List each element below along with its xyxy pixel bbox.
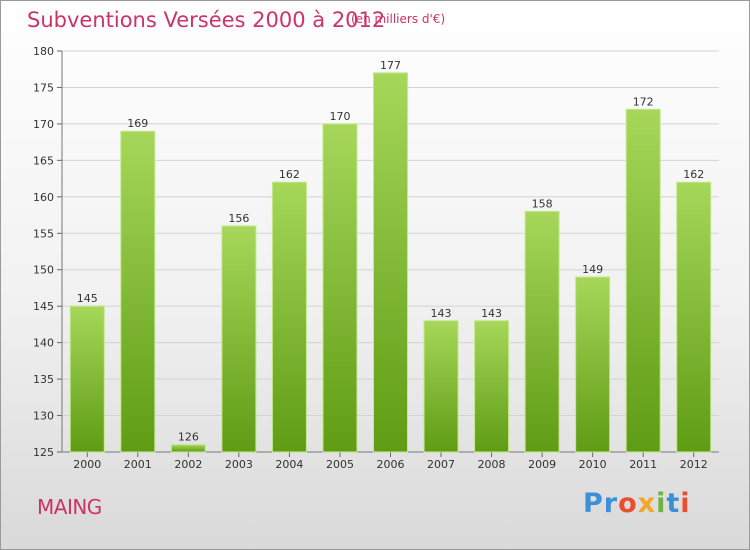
x-tick-label: 2000 xyxy=(73,458,101,471)
x-tick-label: 2012 xyxy=(680,458,708,471)
x-tick-label: 2006 xyxy=(377,458,405,471)
bar-2007 xyxy=(423,320,459,453)
bar-2005 xyxy=(322,123,358,453)
logo-letter: t xyxy=(666,488,681,519)
data-label: 162 xyxy=(279,168,300,181)
data-label: 170 xyxy=(329,110,350,123)
bar-2008 xyxy=(474,320,510,453)
data-label: 177 xyxy=(380,59,401,72)
y-tick-label: 165 xyxy=(33,154,54,167)
city-name: MAING xyxy=(37,495,102,519)
chart-title: Subventions Versées 2000 à 2012 xyxy=(27,8,386,32)
bar-2001 xyxy=(120,130,156,453)
data-label: 126 xyxy=(178,431,199,444)
bar-2006 xyxy=(373,72,408,453)
logo-letter: o xyxy=(618,488,638,519)
x-tick-label: 2007 xyxy=(427,458,455,471)
bar-2002 xyxy=(170,444,206,453)
bar-2004 xyxy=(271,181,307,453)
x-tick-label: 2008 xyxy=(478,458,506,471)
y-tick-label: 140 xyxy=(33,337,54,350)
y-tick-label: 170 xyxy=(33,118,54,131)
y-tick-label: 180 xyxy=(33,45,54,58)
x-tick-label: 2011 xyxy=(629,458,657,471)
bars xyxy=(69,72,712,453)
y-tick-label: 125 xyxy=(33,446,54,459)
bar-2009 xyxy=(524,210,560,453)
x-tick-label: 2003 xyxy=(225,458,253,471)
y-tick-label: 150 xyxy=(33,264,54,277)
x-tick-label: 2010 xyxy=(579,458,607,471)
x-tick-label: 2001 xyxy=(124,458,152,471)
logo-letter: i xyxy=(680,488,691,519)
y-tick-label: 145 xyxy=(33,300,54,313)
proxiti-logo: Proxiti xyxy=(583,488,691,519)
unit-label: (en milliers d'€) xyxy=(351,12,446,26)
y-tick-label: 130 xyxy=(33,410,54,423)
x-tick-label: 2002 xyxy=(174,458,202,471)
bar-2003 xyxy=(221,225,257,453)
x-tick-label: 2005 xyxy=(326,458,354,471)
logo-letter: P xyxy=(583,488,604,519)
data-label: 149 xyxy=(582,263,603,276)
data-label: 158 xyxy=(532,197,553,210)
data-label: 172 xyxy=(633,95,654,108)
bar-2012 xyxy=(676,181,712,453)
logo-letter: i xyxy=(656,488,667,519)
data-label: 145 xyxy=(77,292,98,305)
bar-2011 xyxy=(625,108,661,453)
data-label: 169 xyxy=(127,117,148,130)
data-label: 143 xyxy=(481,307,502,320)
logo-letter: r xyxy=(603,488,619,519)
x-tick-label: 2009 xyxy=(528,458,556,471)
x-tick-label: 2004 xyxy=(275,458,303,471)
logo-letter: x xyxy=(637,488,657,519)
data-labels: 145 169 126 156 162 170 177 143 143 158 149 172 162 xyxy=(77,59,704,444)
y-tick-label: 155 xyxy=(33,227,54,240)
data-label: 143 xyxy=(431,307,452,320)
bar-2000 xyxy=(69,305,105,453)
y-tick-label: 160 xyxy=(33,191,54,204)
y-tick-label: 175 xyxy=(33,81,54,94)
data-label: 162 xyxy=(683,168,704,181)
bar-2010 xyxy=(575,276,611,453)
data-label: 156 xyxy=(228,212,249,225)
y-tick-label: 135 xyxy=(33,373,54,386)
